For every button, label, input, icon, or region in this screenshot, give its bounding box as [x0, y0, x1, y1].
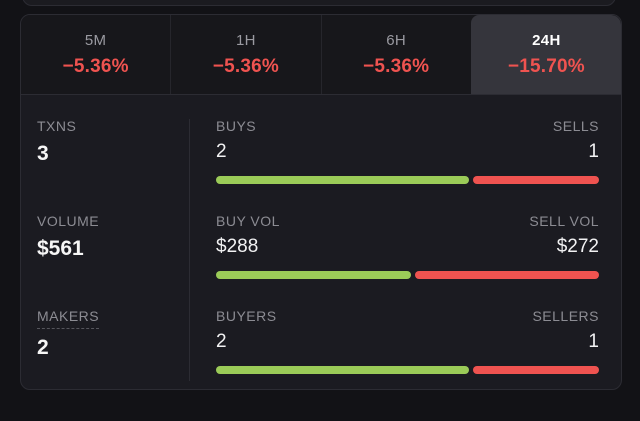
volume-label: VOLUME: [37, 213, 100, 229]
volume-stat: VOLUME $561: [37, 214, 189, 286]
buys-sells-row: BUYS SELLS 2 1: [216, 119, 599, 191]
buys-label: BUYS: [216, 118, 257, 134]
buyers-label: BUYERS: [216, 308, 277, 324]
txns-value: 3: [37, 142, 49, 165]
tab-1h[interactable]: 1H −5.36%: [170, 15, 320, 94]
buy-vol-label: BUY VOL: [216, 213, 280, 229]
tab-24h-label: 24H: [532, 31, 561, 49]
buyers-sellers-bar: [216, 365, 599, 374]
buy-sell-column: BUYS SELLS 2 1 BUY VOL SELL VOL: [189, 119, 621, 381]
sellers-label: SELLERS: [532, 308, 599, 324]
tab-1h-change: −5.36%: [212, 55, 279, 77]
timeframe-tabs: 5M −5.36% 1H −5.36% 6H −5.36% 24H −15.70…: [21, 15, 621, 95]
sellers-value: 1: [588, 331, 599, 352]
tab-5m[interactable]: 5M −5.36%: [21, 15, 170, 94]
buyers-value: 2: [216, 331, 227, 352]
sell-vol-bar-segment: [414, 270, 599, 279]
volume-value: $561: [37, 237, 84, 260]
previous-panel-fragment: [22, 0, 616, 6]
tab-6h-change: −5.36%: [363, 55, 430, 77]
sellers-bar-segment: [472, 365, 599, 374]
buys-value: 2: [216, 141, 227, 162]
makers-label[interactable]: MAKERS: [37, 309, 100, 329]
tab-5m-change: −5.36%: [62, 55, 129, 77]
makers-value: 2: [37, 336, 49, 359]
tab-1h-label: 1H: [235, 31, 256, 49]
tab-6h-label: 6H: [386, 31, 407, 49]
sell-vol-value: $272: [556, 236, 599, 257]
buys-bar-segment: [216, 175, 469, 184]
buy-vol-bar-segment: [216, 270, 411, 279]
txns-stat: TXNS 3: [37, 119, 189, 191]
tab-5m-label: 5M: [84, 31, 107, 49]
buy-vol-value: $288: [216, 236, 259, 257]
summary-column: TXNS 3 VOLUME $561 MAKERS 2: [21, 119, 189, 381]
buys-sells-bar: [216, 175, 599, 184]
sells-label: SELLS: [552, 118, 599, 134]
stats-body: TXNS 3 VOLUME $561 MAKERS 2 BUYS SELLS 2: [21, 95, 621, 389]
sells-bar-segment: [472, 175, 599, 184]
txns-label: TXNS: [37, 118, 77, 134]
sells-value: 1: [588, 141, 599, 162]
tab-6h[interactable]: 6H −5.36%: [320, 15, 471, 94]
buy-vol-sell-vol-bar: [216, 270, 599, 279]
tab-24h[interactable]: 24H −15.70%: [470, 15, 621, 94]
tab-24h-change: −15.70%: [507, 55, 585, 77]
buy-vol-sell-vol-row: BUY VOL SELL VOL $288 $272: [216, 214, 599, 286]
buyers-bar-segment: [216, 365, 469, 374]
buyers-sellers-row: BUYERS SELLERS 2 1: [216, 309, 599, 381]
pair-stats-panel: 5M −5.36% 1H −5.36% 6H −5.36% 24H −15.70…: [20, 14, 622, 390]
makers-stat: MAKERS 2: [37, 309, 189, 381]
sell-vol-label: SELL VOL: [529, 213, 599, 229]
